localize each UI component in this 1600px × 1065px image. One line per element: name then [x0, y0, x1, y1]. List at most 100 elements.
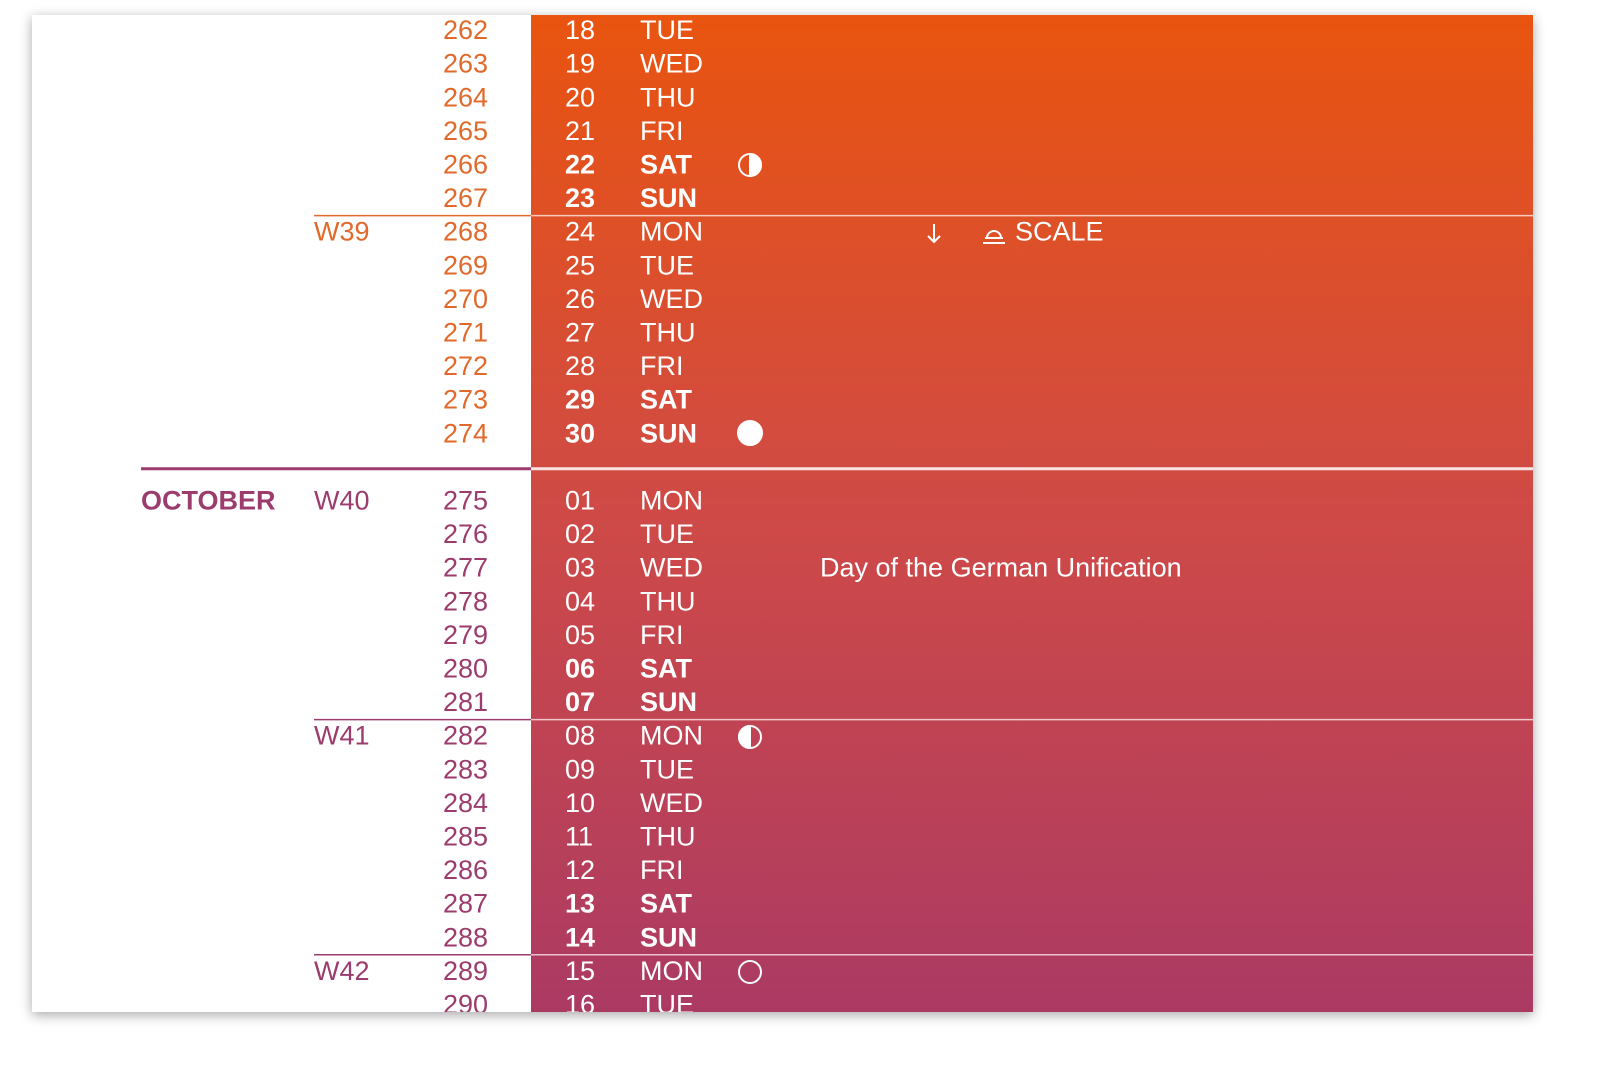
day-of-year: 276 — [443, 519, 488, 549]
weekday: SUN — [640, 922, 697, 952]
day-of-year: 277 — [443, 553, 488, 583]
weekday: TUE — [640, 250, 694, 280]
day-of-year: 266 — [443, 150, 488, 180]
week-label: W39 — [314, 217, 370, 247]
moon-first-quarter — [738, 152, 762, 178]
month-label: OCTOBER — [141, 486, 276, 516]
day-of-year: 284 — [443, 788, 488, 818]
week-label: W40 — [314, 486, 370, 516]
weekday: FRI — [640, 116, 684, 146]
weekday: FRI — [640, 855, 684, 885]
day-of-year: 285 — [443, 822, 488, 852]
zodiac-sign: SCALE — [1015, 217, 1104, 247]
day-of-year: 263 — [443, 49, 488, 79]
weekday: SAT — [640, 150, 693, 180]
date: 16 — [565, 990, 595, 1020]
day-of-year: 273 — [443, 385, 488, 415]
sheet: 262 18 TUE 263 19 WED 264 20 THU 265 21 FRI 266 22 SAT… — [141, 15, 1533, 1020]
date: 19 — [565, 49, 595, 79]
date: 09 — [565, 754, 595, 784]
weekday: WED — [640, 553, 703, 583]
arrow-icon — [927, 224, 941, 244]
date: 29 — [565, 385, 595, 415]
holiday-note: Day of the German Unification — [820, 553, 1182, 583]
weekday: WED — [640, 788, 703, 818]
weekday: THU — [640, 822, 696, 852]
date: 10 — [565, 788, 595, 818]
day-of-year: 268 — [443, 217, 488, 247]
day-of-year: 270 — [443, 284, 488, 314]
date: 07 — [565, 687, 595, 717]
date: 01 — [565, 486, 595, 516]
day-of-year: 282 — [443, 721, 488, 751]
day-of-year: 267 — [443, 183, 488, 213]
date: 27 — [565, 318, 595, 348]
date: 08 — [565, 721, 595, 751]
day-of-year: 262 — [443, 15, 488, 45]
rows: 262 18 TUE 263 19 WED 264 20 THU 265 21 FRI 266 22 SAT… — [141, 15, 1533, 1020]
date: 26 — [565, 284, 595, 314]
weekday: SAT — [640, 385, 693, 415]
weekday: MON — [640, 486, 703, 516]
day-of-year: 279 — [443, 620, 488, 650]
day-of-year: 275 — [443, 486, 488, 516]
date: 20 — [565, 82, 595, 112]
weekday: SUN — [640, 183, 697, 213]
weekday: FRI — [640, 620, 684, 650]
date: 23 — [565, 183, 595, 213]
date: 06 — [565, 654, 595, 684]
week-label: W42 — [314, 956, 370, 986]
weekday: THU — [640, 318, 696, 348]
gradient-panel — [531, 15, 1533, 1012]
icons — [737, 152, 1005, 984]
weekday: TUE — [640, 990, 694, 1020]
weekday: TUE — [640, 15, 694, 45]
day-of-year: 281 — [443, 687, 488, 717]
weekday: WED — [640, 49, 703, 79]
moon-last-quarter — [738, 724, 762, 750]
date: 28 — [565, 351, 595, 381]
week-label: W41 — [314, 721, 370, 751]
date: 14 — [565, 922, 595, 952]
weekday: TUE — [640, 754, 694, 784]
day-of-year: 287 — [443, 889, 488, 919]
day-of-year: 289 — [443, 956, 488, 986]
weekday: THU — [640, 82, 696, 112]
weekday: SAT — [640, 889, 693, 919]
weekday: MON — [640, 217, 703, 247]
weekday: FRI — [640, 351, 684, 381]
day-of-year: 269 — [443, 250, 488, 280]
day-of-year: 280 — [443, 654, 488, 684]
date: 13 — [565, 889, 595, 919]
weekday: MON — [640, 721, 703, 751]
date: 03 — [565, 553, 595, 583]
date: 11 — [565, 822, 593, 852]
date: 18 — [565, 15, 595, 45]
day-of-year: 283 — [443, 754, 488, 784]
date: 15 — [565, 956, 595, 986]
moon-full — [737, 420, 763, 446]
day-of-year: 288 — [443, 922, 488, 952]
date: 30 — [565, 418, 595, 448]
weekday: SAT — [640, 654, 693, 684]
day-of-year: 278 — [443, 586, 488, 616]
weekday: SUN — [640, 418, 697, 448]
day-of-year: 265 — [443, 116, 488, 146]
date: 02 — [565, 519, 595, 549]
weekday: MON — [640, 956, 703, 986]
date: 22 — [565, 150, 595, 180]
libra-icon — [983, 230, 1005, 244]
weekday: TUE — [640, 519, 694, 549]
moon-new — [738, 960, 762, 984]
date: 05 — [565, 620, 595, 650]
day-of-year: 274 — [443, 418, 488, 448]
day-of-year: 264 — [443, 82, 488, 112]
weekday: SUN — [640, 687, 697, 717]
weekday: WED — [640, 284, 703, 314]
date: 04 — [565, 586, 595, 616]
day-of-year: 272 — [443, 351, 488, 381]
date: 24 — [565, 217, 595, 247]
date: 25 — [565, 250, 595, 280]
